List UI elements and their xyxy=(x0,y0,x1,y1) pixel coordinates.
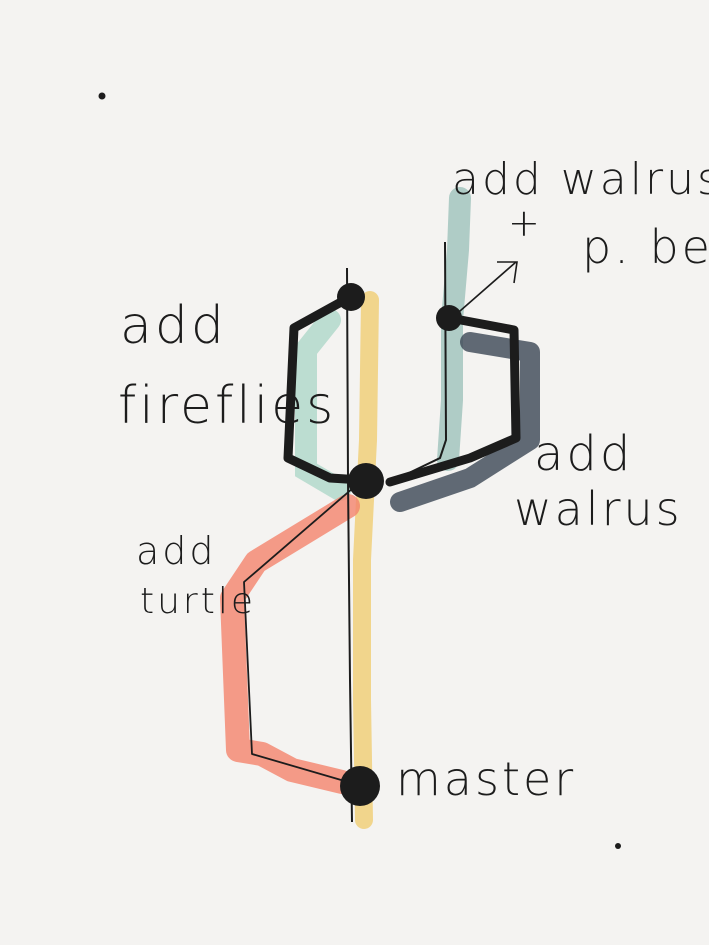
label-add-walrus-pbear: add walrus xyxy=(452,154,709,205)
label-arrow-head xyxy=(497,261,518,284)
label-add-fireflies-2: fireflies xyxy=(118,376,337,436)
master-highlight xyxy=(353,291,379,829)
walrus-branch xyxy=(385,313,521,487)
fireflies-highlight xyxy=(295,309,351,501)
label-plus: + xyxy=(508,201,543,245)
master-line xyxy=(346,267,353,823)
stray-dot xyxy=(98,92,106,100)
label-add-turtle-1: add xyxy=(136,529,217,573)
walrus-pbear-branch xyxy=(385,241,448,485)
commit-node xyxy=(337,283,365,311)
label-pbear: p. bear xyxy=(582,220,709,274)
fireflies-branch xyxy=(283,291,367,485)
turtle-highlight xyxy=(220,494,360,794)
commit-node xyxy=(340,766,380,806)
label-add-walrus-2: walrus xyxy=(514,482,683,536)
label-add-turtle-2: turtle xyxy=(140,581,256,622)
label-arrow xyxy=(451,261,517,319)
label-master: master xyxy=(396,752,577,806)
turtle-branch xyxy=(243,481,361,783)
commit-node xyxy=(436,305,462,331)
commit-node xyxy=(348,463,384,499)
label-add-fireflies-1: add xyxy=(120,296,227,356)
label-add-walrus-1: add xyxy=(534,426,634,482)
stray-dot xyxy=(615,843,621,849)
